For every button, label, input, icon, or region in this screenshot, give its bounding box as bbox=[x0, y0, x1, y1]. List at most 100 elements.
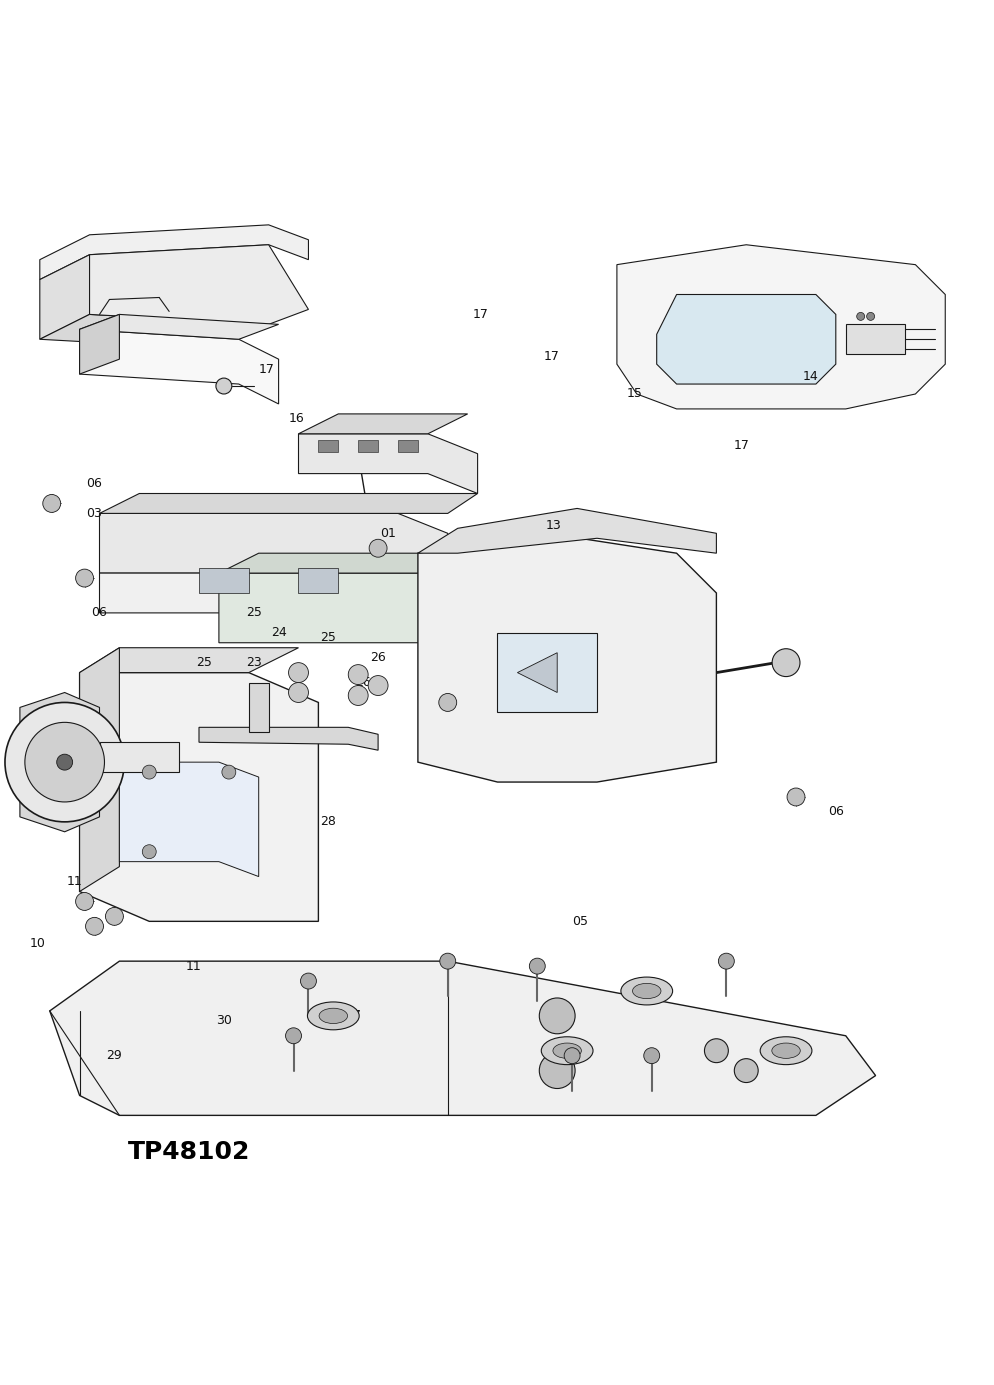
Circle shape bbox=[369, 539, 387, 557]
Polygon shape bbox=[40, 314, 268, 349]
Ellipse shape bbox=[771, 1043, 799, 1058]
Polygon shape bbox=[845, 324, 905, 355]
Text: 24: 24 bbox=[270, 626, 286, 640]
Ellipse shape bbox=[319, 1008, 347, 1024]
Text: 17: 17 bbox=[733, 439, 748, 453]
Circle shape bbox=[285, 1028, 301, 1044]
Text: 09: 09 bbox=[166, 825, 182, 838]
Text: 25: 25 bbox=[320, 632, 336, 644]
Text: 25: 25 bbox=[246, 607, 261, 619]
Polygon shape bbox=[199, 727, 378, 751]
Polygon shape bbox=[80, 648, 119, 892]
Circle shape bbox=[142, 845, 156, 859]
Ellipse shape bbox=[307, 1001, 359, 1030]
Circle shape bbox=[76, 892, 93, 910]
Circle shape bbox=[539, 1053, 575, 1089]
Circle shape bbox=[704, 1039, 728, 1062]
Polygon shape bbox=[616, 245, 944, 409]
Text: 06: 06 bbox=[827, 806, 843, 819]
Ellipse shape bbox=[553, 1043, 580, 1058]
Text: 11: 11 bbox=[67, 875, 83, 888]
Circle shape bbox=[85, 917, 103, 935]
Polygon shape bbox=[50, 961, 875, 1115]
Circle shape bbox=[734, 1058, 757, 1083]
Text: 28: 28 bbox=[320, 816, 336, 828]
Text: 17: 17 bbox=[543, 349, 559, 363]
Circle shape bbox=[856, 313, 864, 320]
Text: TP48102: TP48102 bbox=[128, 1140, 249, 1165]
Circle shape bbox=[771, 648, 799, 677]
Text: 15: 15 bbox=[626, 388, 642, 400]
Circle shape bbox=[288, 683, 308, 702]
Polygon shape bbox=[248, 683, 268, 733]
Bar bbox=[358, 440, 378, 452]
Polygon shape bbox=[656, 295, 835, 384]
Polygon shape bbox=[40, 224, 308, 280]
Bar bbox=[398, 440, 417, 452]
Ellipse shape bbox=[541, 1037, 592, 1065]
Circle shape bbox=[5, 702, 124, 821]
Polygon shape bbox=[99, 493, 477, 514]
Polygon shape bbox=[20, 692, 99, 832]
Polygon shape bbox=[298, 414, 467, 434]
Polygon shape bbox=[80, 314, 119, 374]
Circle shape bbox=[438, 694, 456, 712]
Polygon shape bbox=[417, 508, 716, 553]
Circle shape bbox=[539, 999, 575, 1033]
Circle shape bbox=[216, 378, 232, 393]
Text: 14: 14 bbox=[802, 370, 818, 382]
Text: 23: 23 bbox=[246, 656, 261, 669]
Circle shape bbox=[105, 907, 123, 925]
Text: 10: 10 bbox=[30, 936, 46, 950]
Circle shape bbox=[348, 665, 368, 684]
Text: 03: 03 bbox=[86, 507, 102, 519]
Circle shape bbox=[529, 958, 545, 974]
Circle shape bbox=[368, 676, 388, 695]
Circle shape bbox=[43, 494, 61, 512]
Circle shape bbox=[57, 755, 73, 770]
Bar bbox=[318, 440, 338, 452]
Polygon shape bbox=[219, 573, 477, 662]
Circle shape bbox=[76, 569, 93, 587]
Circle shape bbox=[348, 686, 368, 705]
Circle shape bbox=[25, 723, 104, 802]
Polygon shape bbox=[80, 314, 278, 339]
Text: 17: 17 bbox=[258, 363, 274, 375]
Ellipse shape bbox=[620, 976, 672, 1006]
Circle shape bbox=[222, 765, 236, 780]
Polygon shape bbox=[80, 648, 298, 673]
Text: 26: 26 bbox=[355, 676, 371, 690]
Polygon shape bbox=[99, 742, 179, 771]
Circle shape bbox=[300, 974, 316, 989]
Text: 13: 13 bbox=[545, 519, 561, 532]
Circle shape bbox=[866, 313, 874, 320]
Polygon shape bbox=[517, 652, 557, 692]
Polygon shape bbox=[99, 573, 447, 633]
Text: 11: 11 bbox=[186, 960, 202, 972]
Polygon shape bbox=[80, 673, 318, 921]
Polygon shape bbox=[119, 762, 258, 877]
Text: 06: 06 bbox=[86, 476, 102, 490]
Polygon shape bbox=[417, 533, 716, 783]
Bar bbox=[298, 568, 338, 593]
Circle shape bbox=[786, 788, 804, 806]
Polygon shape bbox=[80, 330, 278, 404]
Text: 16: 16 bbox=[288, 413, 304, 425]
Text: 17: 17 bbox=[472, 307, 488, 321]
Text: 06: 06 bbox=[91, 607, 107, 619]
Circle shape bbox=[288, 662, 308, 683]
Circle shape bbox=[564, 1047, 580, 1064]
Text: 26: 26 bbox=[370, 651, 386, 665]
Polygon shape bbox=[497, 633, 596, 712]
Polygon shape bbox=[99, 514, 447, 593]
Ellipse shape bbox=[632, 983, 660, 999]
Text: 29: 29 bbox=[106, 1050, 122, 1062]
Text: 25: 25 bbox=[196, 656, 212, 669]
Circle shape bbox=[643, 1047, 659, 1064]
Text: 17: 17 bbox=[413, 449, 428, 463]
Text: 01: 01 bbox=[380, 526, 396, 540]
Text: 00: 00 bbox=[52, 716, 68, 729]
Ellipse shape bbox=[759, 1037, 811, 1065]
Polygon shape bbox=[298, 434, 477, 493]
Bar bbox=[199, 568, 248, 593]
